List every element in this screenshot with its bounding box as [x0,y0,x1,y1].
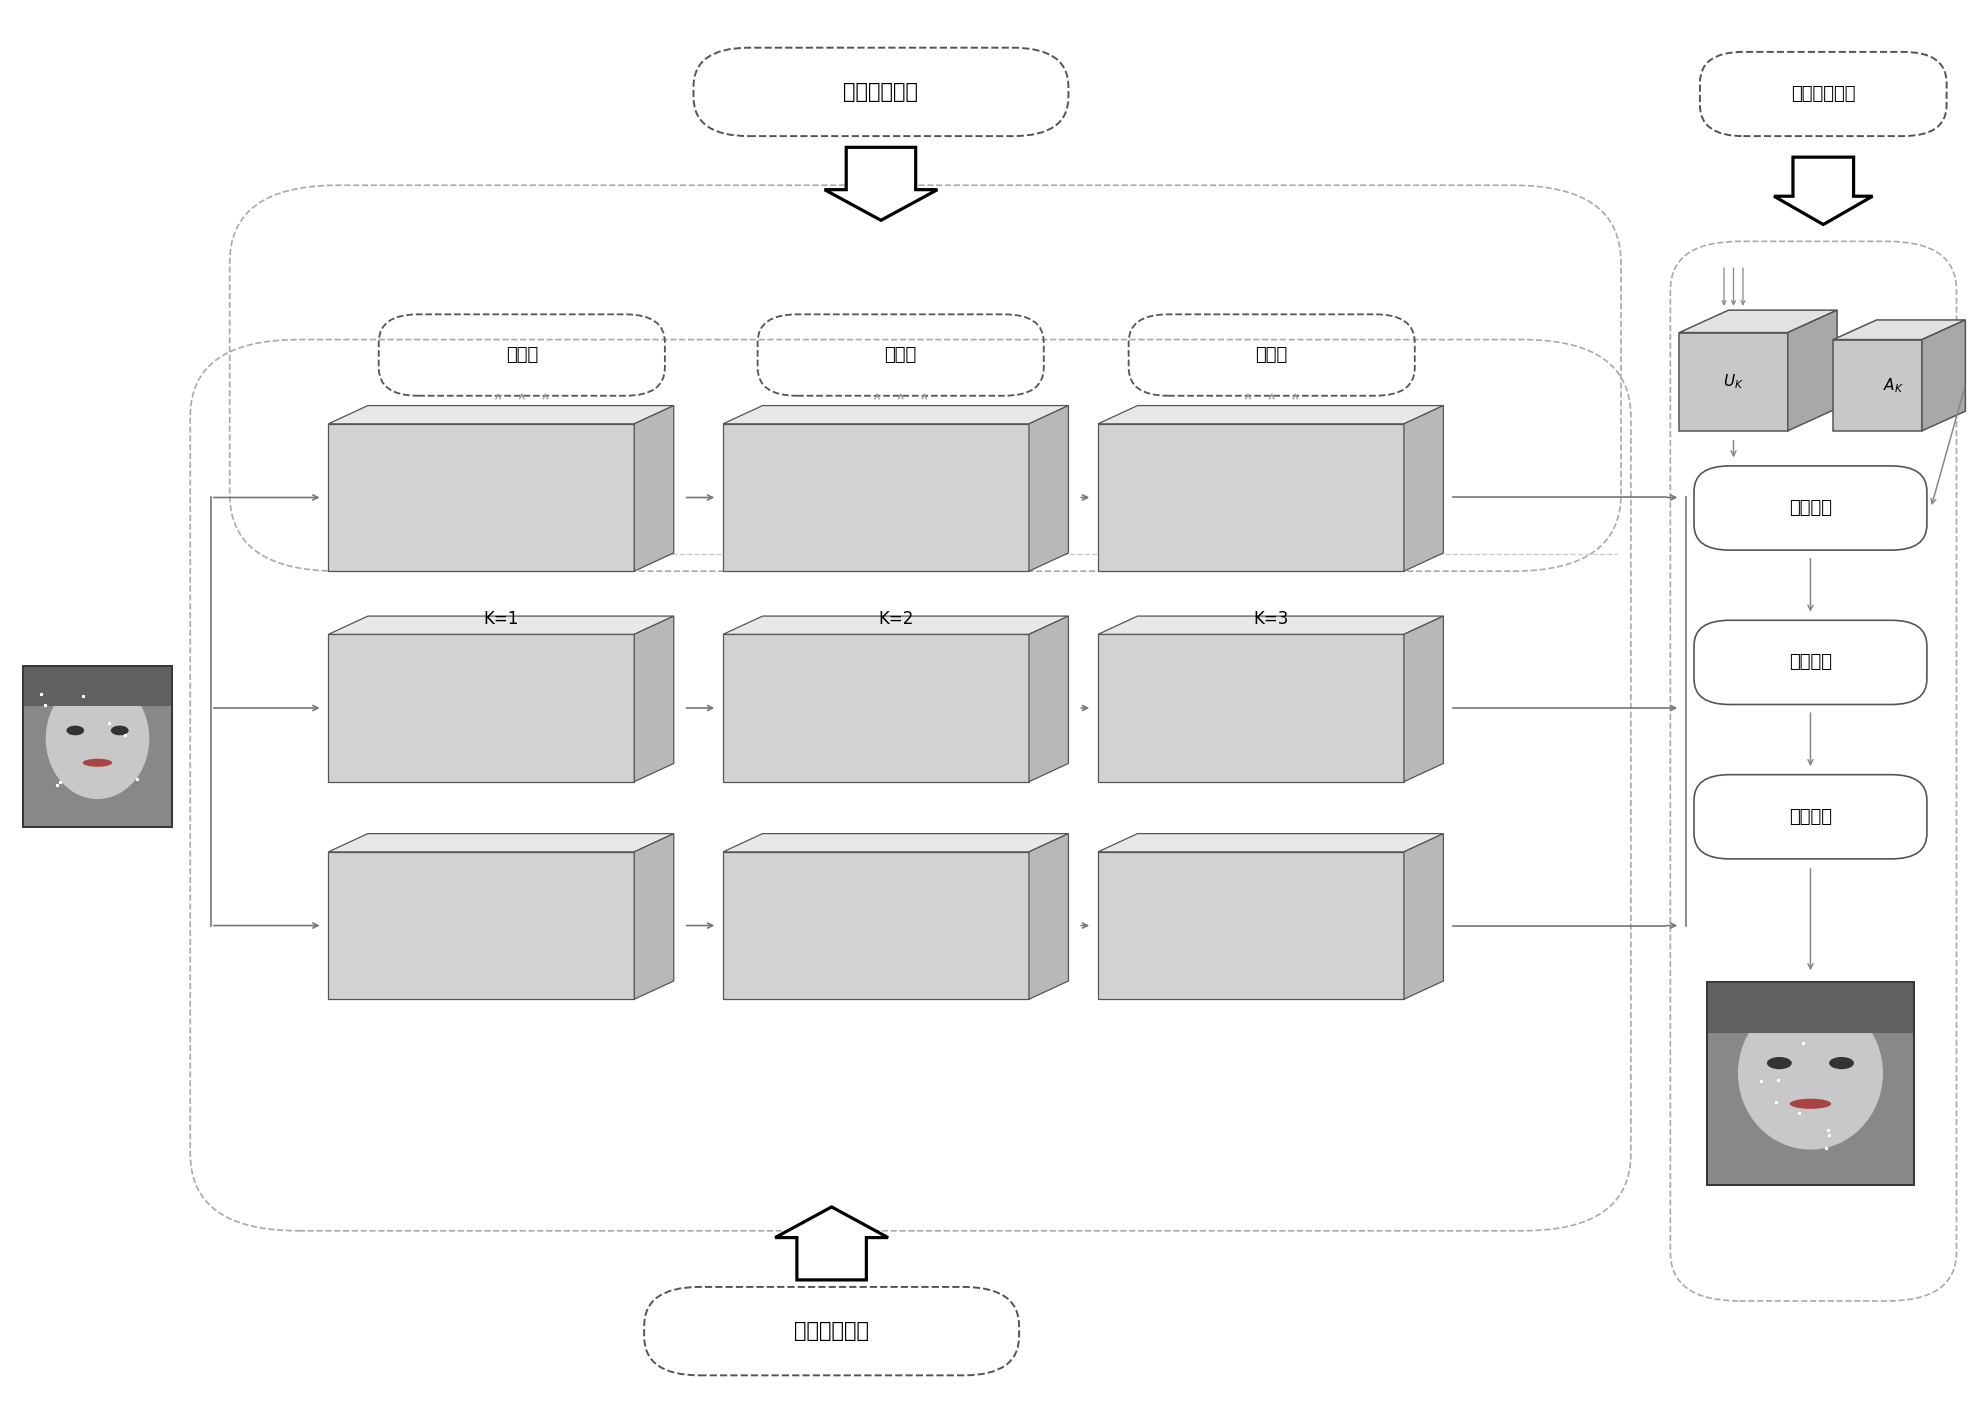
Polygon shape [1680,333,1787,431]
Polygon shape [1098,424,1403,571]
Polygon shape [722,852,1029,999]
Text: $A_K$: $A_K$ [1882,376,1904,395]
Ellipse shape [1738,998,1882,1150]
FancyBboxPatch shape [1694,775,1928,859]
Text: K=1: K=1 [483,610,518,628]
Polygon shape [1833,340,1922,431]
Polygon shape [329,852,635,999]
Polygon shape [1098,834,1443,852]
FancyBboxPatch shape [1694,466,1928,550]
Polygon shape [722,634,1029,782]
Text: 融合块: 融合块 [507,347,538,364]
Ellipse shape [67,726,85,735]
Text: K=3: K=3 [1253,610,1288,628]
Polygon shape [722,834,1069,852]
Ellipse shape [1767,1057,1791,1069]
Text: 结构映射: 结构映射 [1789,499,1833,517]
Ellipse shape [83,758,113,766]
Polygon shape [1403,834,1443,999]
Ellipse shape [46,678,148,799]
Ellipse shape [1829,1057,1854,1069]
Text: 特征映射模块: 特征映射模块 [1791,85,1856,103]
Polygon shape [722,616,1069,634]
Polygon shape [635,406,673,571]
Polygon shape [329,424,635,571]
Polygon shape [329,616,673,634]
Polygon shape [1787,310,1837,431]
Polygon shape [635,834,673,999]
Polygon shape [1098,634,1403,782]
Bar [1706,982,1914,1185]
Text: 回归网络: 回归网络 [1789,807,1833,826]
FancyBboxPatch shape [1694,620,1928,704]
Polygon shape [1773,158,1872,224]
Bar [24,666,172,706]
Polygon shape [1922,320,1965,431]
Polygon shape [722,406,1069,424]
Polygon shape [329,406,673,424]
Polygon shape [1029,834,1069,999]
Polygon shape [1098,852,1403,999]
Polygon shape [1403,406,1443,571]
Bar [24,666,172,827]
Text: 融合块: 融合块 [1255,347,1288,364]
Text: 特征提取模块: 特征提取模块 [794,1322,869,1341]
Polygon shape [635,616,673,782]
Polygon shape [1098,406,1443,424]
Polygon shape [1029,406,1069,571]
Ellipse shape [111,726,129,735]
Text: 融合块: 融合块 [885,347,916,364]
Polygon shape [1098,616,1443,634]
Text: K=2: K=2 [879,610,914,628]
Text: 特征融合模块: 特征融合模块 [843,82,918,101]
Polygon shape [825,148,938,220]
Bar [24,666,172,827]
Text: $U_K$: $U_K$ [1724,372,1743,392]
Polygon shape [722,424,1029,571]
Polygon shape [1833,320,1965,340]
Polygon shape [776,1208,889,1279]
Polygon shape [329,634,635,782]
Polygon shape [1029,616,1069,782]
Bar [1706,982,1914,1033]
Text: 特征聚合: 特征聚合 [1789,654,1833,672]
Polygon shape [1403,616,1443,782]
Bar [1706,982,1914,1185]
Polygon shape [329,834,673,852]
Polygon shape [1680,310,1837,333]
Ellipse shape [1789,1099,1831,1109]
